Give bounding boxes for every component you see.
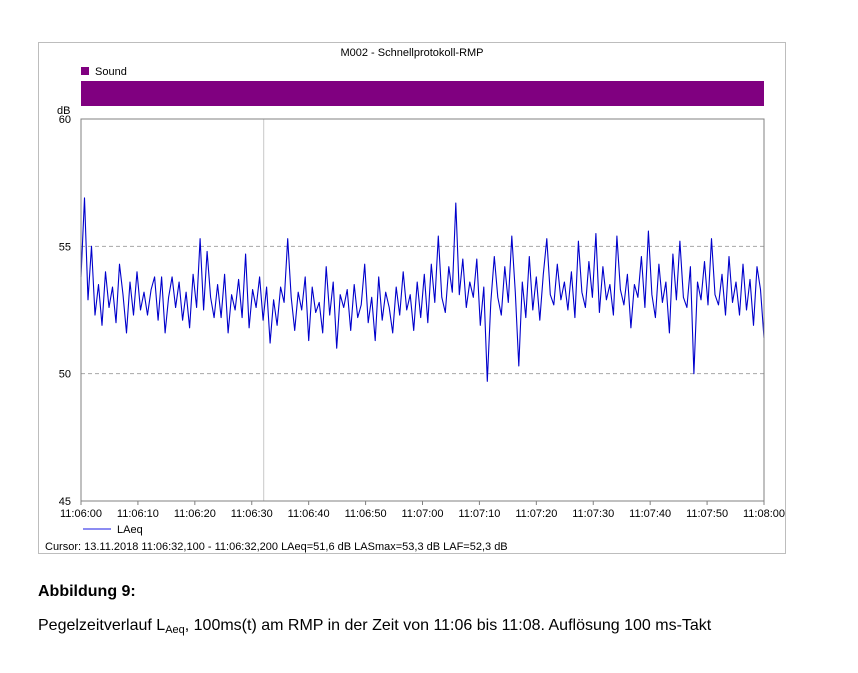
plot-area-border — [80, 118, 765, 502]
x-tick-label: 11:06:00 — [60, 508, 102, 520]
x-tick-label: 11:07:20 — [515, 508, 557, 520]
chart-svg: M002 - Schnellprotokoll-RMP Sound dB 60 5… — [45, 47, 785, 553]
x-tick-label: 11:06:10 — [117, 508, 159, 520]
series-layer — [80, 197, 765, 382]
x-tick-label: 11:07:30 — [572, 508, 614, 520]
x-ticks: 11:06:00 11:06:10 11:06:20 11:06:30 11:06:40… — [60, 501, 785, 520]
x-tick-label: 11:06:30 — [231, 508, 273, 520]
sound-band — [81, 81, 764, 106]
legend-sound-swatch — [81, 67, 89, 75]
y-axis-unit: dB — [57, 105, 70, 117]
figure-caption-text: Pegelzeitverlauf LAeq, 100ms(t) am RMP i… — [38, 617, 711, 636]
legend-laeq-label: LAeq — [117, 524, 143, 536]
chart-title: M002 - Schnellprotokoll-RMP — [340, 47, 483, 59]
x-tick-label: 11:06:50 — [345, 508, 387, 520]
y-tick-label: 60 — [59, 114, 71, 126]
x-tick-label: 11:07:50 — [686, 508, 728, 520]
chart-frame: M002 - Schnellprotokoll-RMP Sound dB 60 5… — [38, 42, 786, 554]
y-tick-label: 55 — [59, 241, 71, 253]
y-tick-label: 45 — [59, 496, 71, 508]
caption-prefix: Pegelzeitverlauf L — [38, 617, 166, 634]
cursor-status: Cursor: 13.11.2018 11:06:32,100 - 11:06:… — [45, 541, 508, 553]
series-line-laeq — [80, 197, 765, 382]
x-tick-label: 11:07:00 — [401, 508, 443, 520]
x-tick-label: 11:08:00 — [743, 508, 785, 520]
y-ticks: 60 55 50 45 — [59, 114, 71, 508]
x-tick-label: 11:07:40 — [629, 508, 671, 520]
caption-suffix: , 100ms(t) am RMP in der Zeit von 11:06 … — [184, 617, 712, 634]
legend-sound-label: Sound — [95, 66, 127, 78]
caption-subscript: Aeq — [165, 624, 185, 636]
y-tick-label: 50 — [59, 369, 71, 381]
x-tick-label: 11:07:10 — [458, 508, 500, 520]
figure-caption-heading: Abbildung 9: — [38, 583, 136, 600]
x-tick-label: 11:06:20 — [174, 508, 216, 520]
x-tick-label: 11:06:40 — [288, 508, 330, 520]
